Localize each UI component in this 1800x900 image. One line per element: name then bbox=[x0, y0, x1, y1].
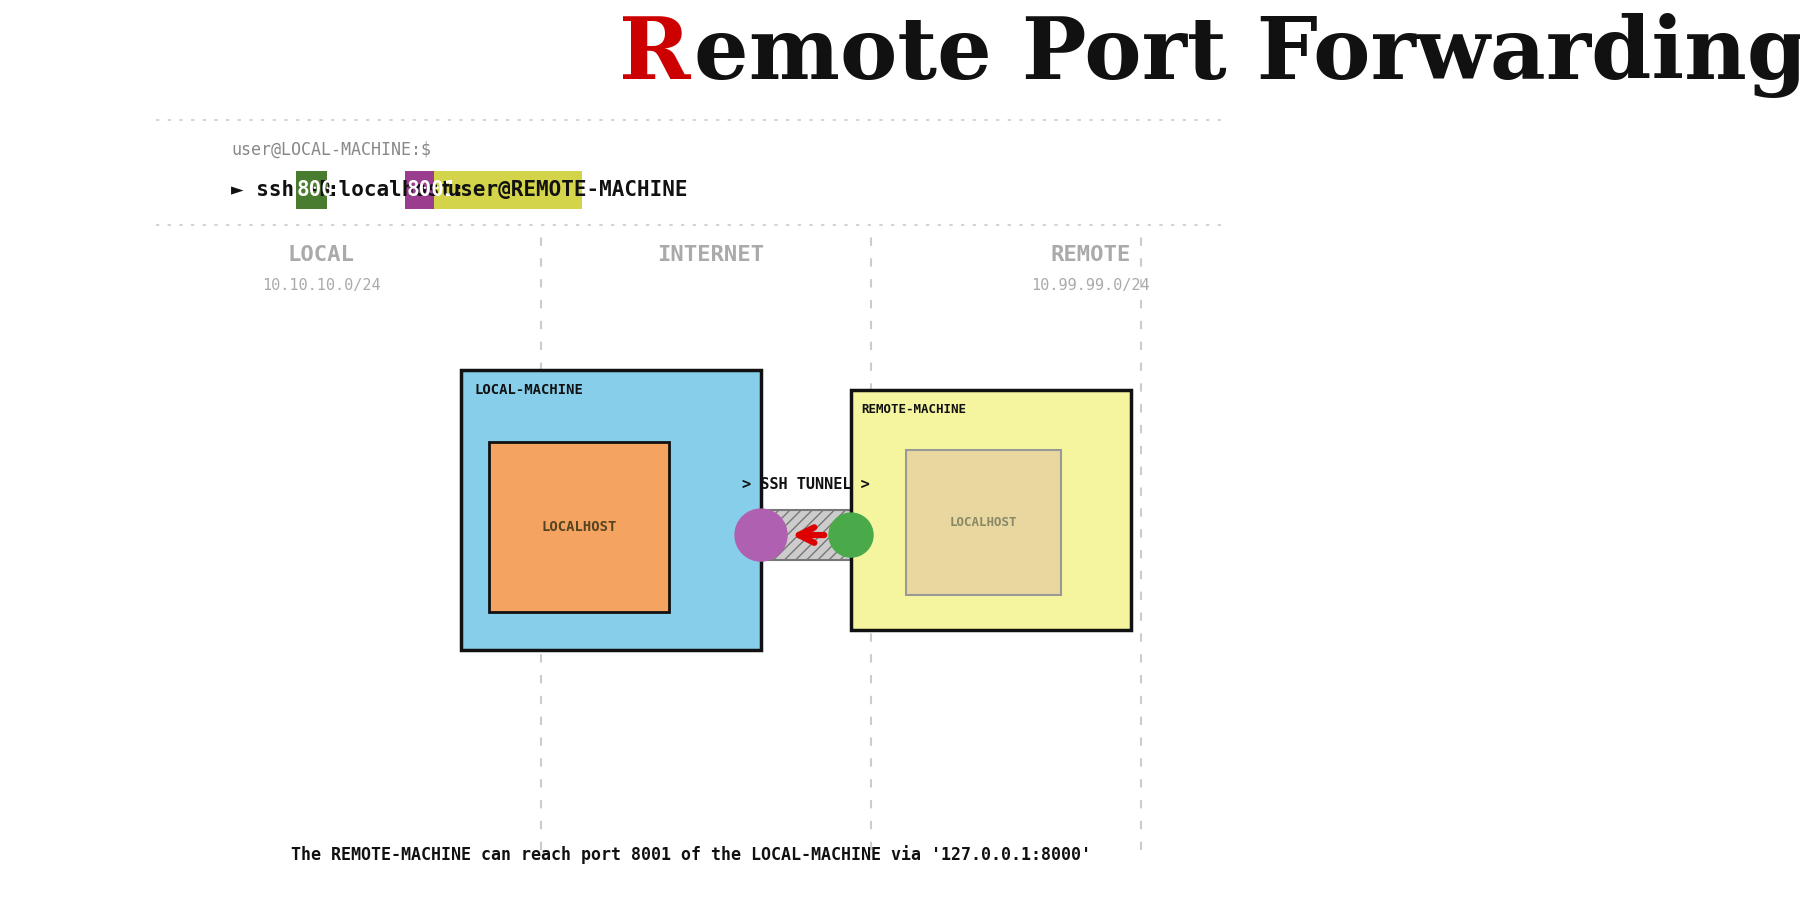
Text: > SSH TUNNEL >: > SSH TUNNEL > bbox=[742, 477, 869, 492]
Circle shape bbox=[734, 509, 787, 561]
Text: emote Port Forwarding: emote Port Forwarding bbox=[695, 13, 1800, 97]
Text: LOCALHOST: LOCALHOST bbox=[542, 520, 617, 534]
Text: LOCAL-MACHINE: LOCAL-MACHINE bbox=[473, 383, 583, 397]
Text: user@REMOTE-MACHINE: user@REMOTE-MACHINE bbox=[436, 180, 688, 200]
Text: 10.10.10.0/24: 10.10.10.0/24 bbox=[261, 277, 380, 292]
Bar bbox=[851, 390, 1130, 630]
Text: 8000: 8000 bbox=[297, 180, 347, 200]
Text: LOCALHOST: LOCALHOST bbox=[950, 516, 1017, 529]
Circle shape bbox=[830, 513, 873, 557]
Bar bbox=[405, 171, 436, 209]
Text: INTERNET: INTERNET bbox=[657, 245, 765, 266]
Bar bbox=[295, 171, 328, 209]
Text: 8001: 8001 bbox=[407, 180, 457, 200]
Text: REMOTE: REMOTE bbox=[1051, 245, 1130, 266]
Text: R: R bbox=[619, 14, 691, 97]
Bar bbox=[905, 450, 1060, 595]
Bar bbox=[490, 442, 670, 612]
Bar bbox=[461, 370, 761, 650]
Text: REMOTE-MACHINE: REMOTE-MACHINE bbox=[860, 403, 967, 416]
Bar bbox=[434, 171, 583, 209]
Text: 10.99.99.0/24: 10.99.99.0/24 bbox=[1031, 277, 1150, 292]
Text: :localhost:: :localhost: bbox=[326, 180, 464, 200]
Text: The REMOTE-MACHINE can reach port 8001 of the LOCAL-MACHINE via '127.0.0.1:8000': The REMOTE-MACHINE can reach port 8001 o… bbox=[292, 845, 1091, 865]
Text: user@LOCAL-MACHINE:$: user@LOCAL-MACHINE:$ bbox=[230, 141, 432, 159]
Bar bbox=[761, 510, 851, 560]
Text: LOCAL: LOCAL bbox=[288, 245, 355, 266]
Text: ► ssh -R: ► ssh -R bbox=[230, 180, 346, 200]
